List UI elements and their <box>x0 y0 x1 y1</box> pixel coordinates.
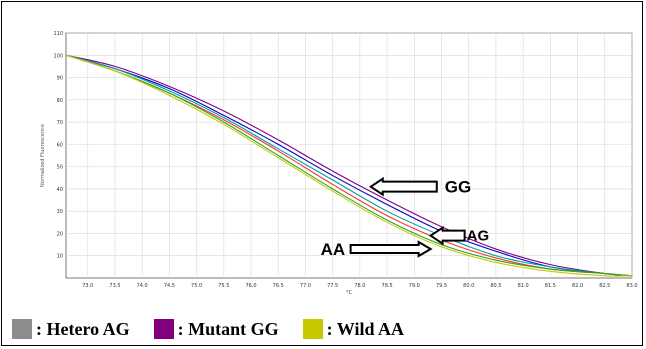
y-tick-label: 100 <box>53 53 63 59</box>
x-tick-label: 82.5 <box>599 283 610 289</box>
x-tick-label: 83.0 <box>626 283 637 289</box>
y-tick-label: 30 <box>57 209 63 215</box>
legend: : Hetero AG : Mutant GG : Wild AA <box>12 318 428 340</box>
y-tick-label: 20 <box>57 231 63 237</box>
annotation-label-gg: GG <box>445 178 471 197</box>
legend-label-wild-aa: : Wild AA <box>326 318 405 339</box>
y-axis-label: Normalized Fluorescence <box>40 124 46 187</box>
annotation-arrow-aa <box>349 240 433 258</box>
series-line-0 <box>65 54 633 277</box>
y-tick-label: 50 <box>57 165 63 171</box>
x-tick-label: 74.5 <box>164 283 175 289</box>
x-tick-label: 80.5 <box>490 283 501 289</box>
legend-item-mutant-gg: : Mutant GG <box>153 318 279 340</box>
x-tick-label: 77.0 <box>300 283 311 289</box>
legend-item-hetero-ag: : Hetero AG <box>12 319 130 340</box>
y-tick-label: 80 <box>57 98 63 104</box>
legend-swatch-wild-aa <box>302 319 323 339</box>
x-tick-label: 79.5 <box>436 283 447 289</box>
x-tick-label: 73.0 <box>82 283 93 289</box>
x-tick-label: 79.0 <box>409 283 420 289</box>
y-tick-label: 110 <box>53 31 63 37</box>
x-tick-label: 74.0 <box>137 283 148 289</box>
x-tick-label: 76.5 <box>273 283 284 289</box>
x-tick-label: 81.5 <box>545 283 556 289</box>
legend-item-wild-aa: : Wild AA <box>302 318 405 340</box>
series-line-2 <box>65 54 633 277</box>
series-line-5 <box>65 54 633 277</box>
plot-area <box>65 32 633 279</box>
legend-label-mutant-gg: : Mutant GG <box>177 318 279 339</box>
x-tick-label: 77.5 <box>327 283 338 289</box>
y-tick-label: 10 <box>57 254 63 260</box>
x-tick-label: 82.0 <box>572 283 583 289</box>
annotation-arrow-gg <box>368 176 438 197</box>
y-tick-label: 40 <box>57 187 63 193</box>
x-tick-label: 80.0 <box>463 283 474 289</box>
legend-swatch-mutant-gg <box>153 319 174 339</box>
x-tick-label: 81.0 <box>518 283 529 289</box>
x-tick-label: 78.0 <box>354 283 365 289</box>
annotation-label-ag: AG <box>467 228 490 245</box>
melt-curve-chart: 73.0 73.5 74.0 74.5 75.0 75.5 76.0 76.5 77.0 77.5… <box>40 31 638 296</box>
y-tick-label: 70 <box>57 120 63 126</box>
annotation-label-aa: AA <box>321 240 346 259</box>
x-tick-label: 75.5 <box>218 283 229 289</box>
legend-label-hetero-ag: : Hetero AG <box>36 318 130 339</box>
legend-swatch-hetero-ag <box>12 319 32 339</box>
annotation-arrow-ag <box>428 225 466 246</box>
x-tick-label: 78.5 <box>382 283 393 289</box>
x-tick-label: 73.5 <box>109 283 120 289</box>
series-line-4 <box>65 54 633 277</box>
y-tick-label: 90 <box>57 76 63 82</box>
x-tick-label: 76.0 <box>245 283 256 289</box>
x-axis-label: °C <box>346 290 353 296</box>
y-tick-label: 60 <box>57 142 63 148</box>
x-tick-label: 75.0 <box>191 283 202 289</box>
